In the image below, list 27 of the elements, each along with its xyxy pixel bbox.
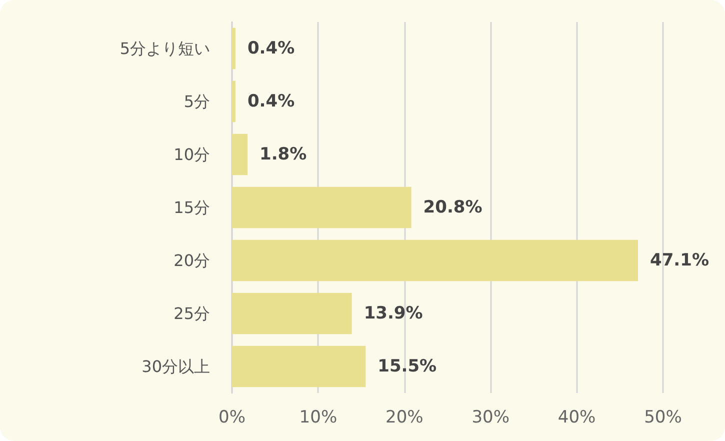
y-tick-label: 20分 [174, 251, 210, 270]
data-label: 15.5% [378, 356, 437, 376]
bar [232, 240, 638, 282]
x-tick-label: 0% [218, 408, 246, 428]
data-label: 0.4% [247, 92, 295, 112]
bar [232, 80, 236, 122]
data-label: 1.8% [260, 144, 307, 164]
x-tick-label: 40% [558, 408, 596, 428]
y-tick-label: 30分以上 [142, 357, 210, 376]
data-label: 13.9% [364, 304, 423, 324]
bar [232, 346, 366, 388]
bar [232, 28, 236, 70]
data-label: 0.4% [247, 38, 295, 58]
x-tick-label: 20% [386, 408, 424, 428]
y-tick-label: 5分より短い [120, 39, 210, 58]
x-tick-label: 50% [644, 408, 682, 428]
bar [232, 134, 248, 176]
y-tick-label: 25分 [174, 304, 210, 323]
x-tick-label: 30% [472, 408, 510, 428]
data-label: 20.8% [423, 198, 482, 218]
bar [232, 292, 352, 334]
x-tick-label: 10% [299, 408, 338, 428]
data-label: 47.1% [650, 250, 709, 270]
bar [232, 186, 412, 228]
y-tick-label: 5分 [184, 92, 210, 111]
y-tick-label: 15分 [174, 198, 210, 217]
y-tick-label: 10分 [174, 145, 210, 164]
